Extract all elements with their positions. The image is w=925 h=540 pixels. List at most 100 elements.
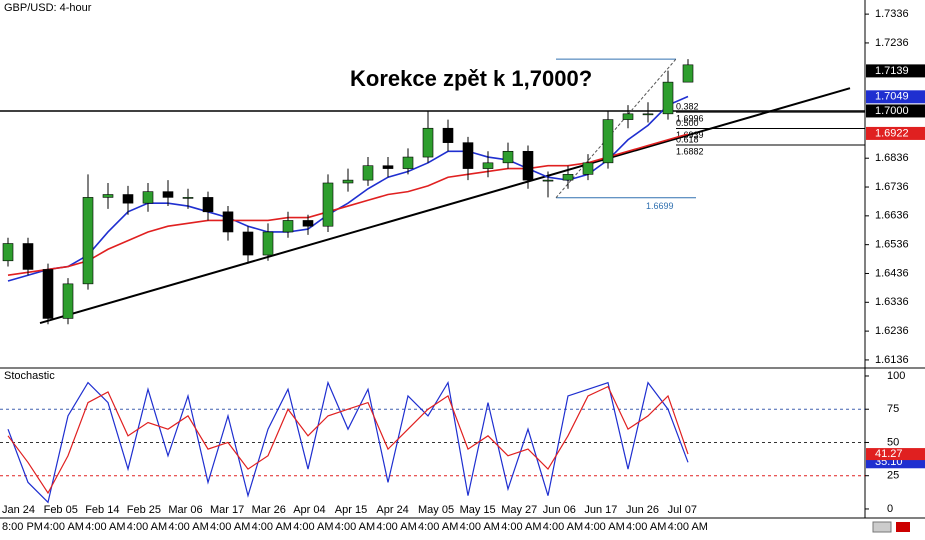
- time-label: 4:00 AM: [252, 521, 292, 533]
- y-tick-label: 1.6336: [875, 296, 909, 308]
- stoch-line: [7, 385, 689, 495]
- candle-body: [522, 150, 534, 181]
- moving-average: [7, 95, 689, 282]
- time-label: 4:00 AM: [85, 521, 125, 533]
- candle-body: [602, 119, 614, 164]
- candle-body: [562, 174, 574, 181]
- price-box: [866, 104, 925, 118]
- date-label: Apr 15: [335, 504, 367, 516]
- date-label: Mar 26: [252, 504, 286, 516]
- price-box-label: 1.7049: [875, 91, 909, 103]
- candle-body: [262, 231, 274, 256]
- time-label: 4:00 AM: [626, 521, 666, 533]
- stoch-tick-label: 0: [887, 503, 893, 515]
- time-label: 4:00 AM: [501, 521, 541, 533]
- y-tick-label: 1.6136: [875, 354, 909, 366]
- fib-price: 1.6939: [676, 130, 704, 140]
- time-label: 4:00 AM: [543, 521, 583, 533]
- y-tick-label: 1.6236: [875, 325, 909, 337]
- candle-body: [402, 156, 414, 169]
- candle-body: [202, 197, 214, 213]
- date-label: Apr 24: [376, 504, 408, 516]
- stoch-box: [866, 448, 925, 461]
- date-label: Jun 26: [626, 504, 659, 516]
- time-label: 4:00 AM: [376, 521, 416, 533]
- date-label: Jul 07: [668, 504, 697, 516]
- candle-body: [582, 162, 594, 175]
- time-label: 4:00 AM: [460, 521, 500, 533]
- fib-low-label: 1.6699: [646, 201, 674, 211]
- candle-body: [2, 243, 14, 262]
- date-label: May 05: [418, 504, 454, 516]
- candle-body: [362, 165, 374, 181]
- time-label: 4:00 AM: [210, 521, 250, 533]
- candle-body: [462, 142, 474, 169]
- date-label: Jan 24: [2, 504, 35, 516]
- fib-ratio: 0.500: [676, 118, 699, 128]
- candle-body: [542, 179, 554, 182]
- price-box-label: 1.7139: [875, 65, 909, 77]
- price-box-label: 1.7000: [875, 105, 909, 117]
- time-label: 8:00 PM: [2, 521, 43, 533]
- stoch-tick-label: 100: [887, 370, 905, 382]
- candle-body: [42, 269, 54, 319]
- candle-body: [482, 162, 494, 169]
- date-label: May 15: [460, 504, 496, 516]
- stoch-box-label: 41.27: [875, 448, 903, 460]
- time-label: 4:00 AM: [127, 521, 167, 533]
- candle-body: [22, 243, 34, 270]
- time-label: 4:00 AM: [584, 521, 624, 533]
- stoch-tick-label: 50: [887, 436, 899, 448]
- candle-body: [222, 211, 234, 233]
- scroll-icon[interactable]: [872, 521, 892, 533]
- price-box: [866, 90, 925, 104]
- fib-ratio: 0.618: [676, 134, 699, 144]
- fib-ratio: 0.382: [676, 101, 699, 111]
- candle-body: [502, 150, 514, 164]
- y-tick-label: 1.6536: [875, 239, 909, 251]
- y-tick-label: 1.6736: [875, 181, 909, 193]
- candle-body: [342, 179, 354, 184]
- candle-body: [622, 113, 634, 120]
- candle-body: [422, 127, 434, 158]
- date-label: Feb 05: [44, 504, 78, 516]
- date-label: Mar 06: [168, 504, 202, 516]
- candle-body: [302, 220, 314, 227]
- candle-body: [182, 197, 194, 199]
- candle-body: [282, 220, 294, 233]
- date-label: Apr 04: [293, 504, 325, 516]
- candle-body: [242, 231, 254, 256]
- candle-body: [382, 165, 394, 169]
- close-icon[interactable]: [896, 522, 910, 532]
- y-tick-label: 1.6836: [875, 152, 909, 164]
- fib-price: 1.6882: [676, 146, 704, 156]
- moving-average: [7, 133, 689, 276]
- candle-body: [662, 81, 674, 115]
- price-box: [866, 126, 925, 140]
- trendline: [39, 87, 851, 325]
- time-label: 4:00 AM: [168, 521, 208, 533]
- y-tick-label: 1.6436: [875, 267, 909, 279]
- date-label: Feb 14: [85, 504, 119, 516]
- date-label: May 27: [501, 504, 537, 516]
- fib-price: 1.6996: [676, 113, 704, 123]
- candle-body: [102, 194, 114, 198]
- time-label: 4:00 AM: [293, 521, 333, 533]
- candle-body: [162, 191, 174, 198]
- stoch-tick-label: 75: [887, 403, 899, 415]
- price-box: [866, 64, 925, 78]
- price-box-label: 1.6922: [875, 127, 909, 139]
- date-label: Mar 17: [210, 504, 244, 516]
- y-tick-label: 1.7336: [875, 8, 909, 20]
- time-label: 4:00 AM: [335, 521, 375, 533]
- stoch-tick-label: 25: [887, 470, 899, 482]
- date-label: Jun 17: [584, 504, 617, 516]
- candle-body: [442, 127, 454, 143]
- candle-body: [122, 194, 134, 204]
- candle-body: [322, 182, 334, 227]
- time-label: 4:00 AM: [418, 521, 458, 533]
- time-label: 4:00 AM: [668, 521, 708, 533]
